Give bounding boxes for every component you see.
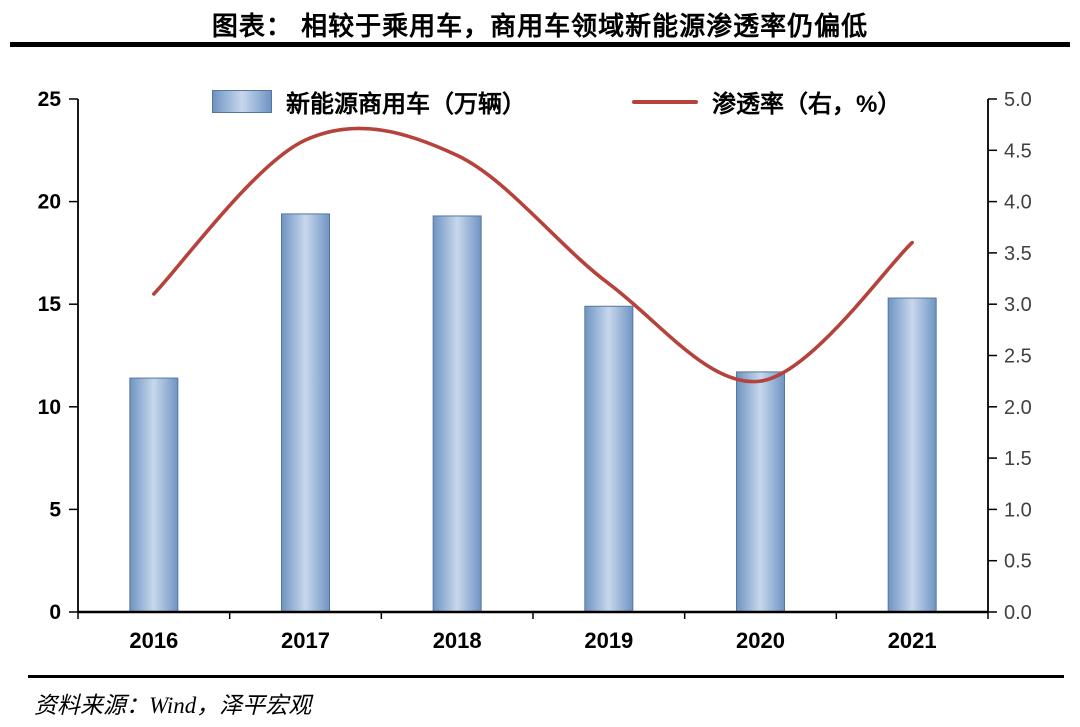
right-axis-label: 2.0	[1004, 397, 1032, 419]
bar-2017	[281, 213, 330, 613]
right-axis-label: 0.5	[1004, 551, 1032, 573]
right-axis-label: 2.5	[1004, 346, 1032, 368]
right-axis-label: 0.0	[1004, 602, 1032, 624]
title-divider	[10, 42, 1070, 47]
bar-2020	[736, 371, 785, 613]
left-axis-label: 15	[38, 293, 62, 316]
left-axis-label: 25	[38, 88, 62, 111]
left-axis-label: 20	[38, 191, 61, 214]
bar-2019	[584, 305, 634, 613]
right-axis-label: 1.5	[1004, 448, 1032, 470]
left-axis-label: 5	[49, 498, 61, 521]
chart-title: 图表： 相较于乘用车，商用车领域新能源渗透率仍偏低	[211, 11, 869, 41]
line-series-swatch-icon	[632, 99, 698, 104]
bar-series-swatch-icon	[212, 90, 272, 113]
bar-2021	[887, 297, 937, 613]
footer-divider	[28, 675, 1064, 678]
x-axis-label: 2017	[281, 628, 330, 653]
combo-bar-line-chart: 0 5 10 15 20 25 0.0 0.5 1.0 1.5 2.0 2.5 3.0 3.5 4.0 4.5…	[38, 88, 1032, 653]
left-axis-label: 0	[49, 601, 61, 624]
right-axis-label: 3.5	[1004, 243, 1032, 265]
right-axis-label: 4.0	[1004, 192, 1032, 214]
right-axis-label: 4.5	[1004, 140, 1032, 162]
x-axis-label: 2019	[584, 628, 633, 653]
bar-2016	[129, 377, 179, 613]
x-axis-label: 2020	[736, 628, 785, 653]
bar-series-legend-label: 新能源商用车（万辆）	[286, 91, 526, 118]
x-axis-label: 2018	[433, 628, 482, 653]
right-axis-label: 3.0	[1004, 294, 1032, 316]
x-axis-label: 2021	[888, 628, 937, 653]
chart-legend: 新能源商用车（万辆） 渗透率（右，%）	[212, 84, 901, 119]
penetration-rate-line	[152, 126, 914, 384]
source-note: 资料来源：Wind，泽平宏观	[34, 693, 312, 718]
plot-area: 0 5 10 15 20 25 0.0 0.5 1.0 1.5 2.0 2.5 3.0 3.5 4.0 4.5…	[38, 88, 1032, 653]
left-axis-label: 10	[38, 396, 61, 419]
bar-2018	[432, 215, 482, 613]
right-axis-label: 1.0	[1004, 499, 1032, 521]
line-series-legend-label: 渗透率（右，%）	[712, 91, 902, 118]
right-axis-label: 5.0	[1004, 89, 1032, 111]
x-axis-label: 2016	[129, 628, 178, 653]
